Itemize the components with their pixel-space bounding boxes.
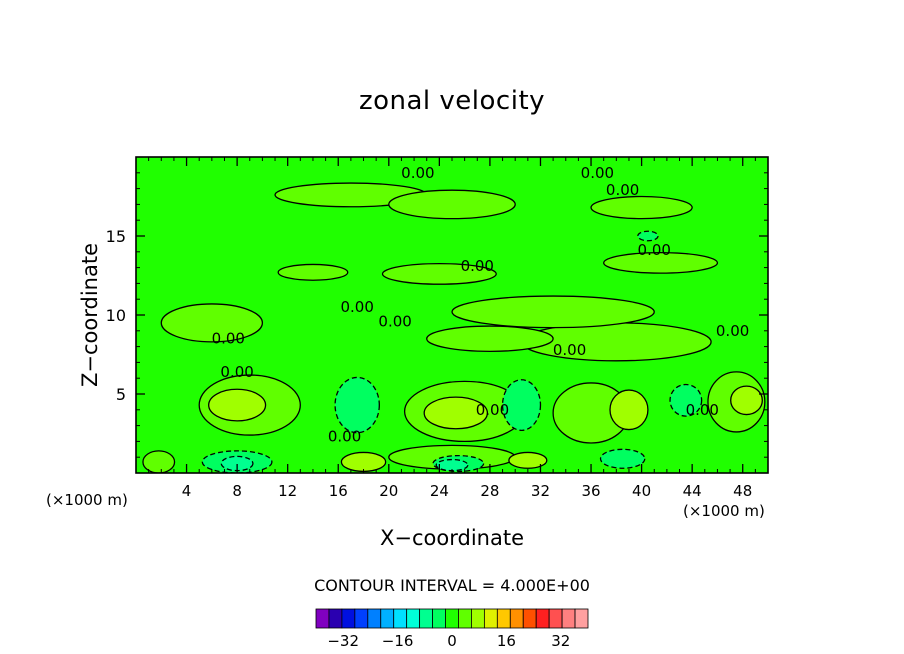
x-axis-unit-right: (×1000 m) (683, 502, 765, 520)
colorbar-swatch-20 (574, 608, 589, 629)
contour-region-27 (599, 448, 646, 469)
contour-region-20 (340, 451, 387, 473)
x-tick-label-40: 40 (632, 482, 651, 500)
contour-region-2 (590, 195, 693, 220)
contour-label-10: 0.00 (328, 428, 361, 446)
x-tick-label-28: 28 (480, 482, 499, 500)
contour-label-9: 0.00 (220, 363, 253, 381)
colorbar-tick-label-1: −16 (382, 632, 414, 650)
contour-region-1 (388, 189, 516, 220)
contour-label-12: 0.00 (686, 401, 719, 419)
contour-region-23 (501, 379, 542, 431)
colorbar-swatch-15 (509, 608, 524, 629)
x-tick-label-44: 44 (683, 482, 702, 500)
x-axis-unit-left: (×1000 m) (46, 491, 128, 509)
contour-label-13: 0.00 (212, 330, 245, 348)
x-tick-label-36: 36 (581, 482, 600, 500)
colorbar-swatch-17 (535, 608, 550, 629)
contour-region-21 (508, 451, 548, 469)
chart-title: zonal velocity (358, 86, 546, 116)
colorbar-tick-label-4: 32 (551, 632, 570, 650)
colorbar-swatch-4 (367, 608, 382, 629)
colorbar-swatch-11 (458, 608, 472, 629)
contour-region-30 (637, 230, 659, 242)
x-tick-label-48: 48 (733, 482, 752, 500)
colorbar-tick-label-3: 16 (497, 632, 516, 650)
colorbar-swatch-8 (419, 608, 433, 629)
x-axis-label: X−coordinate (380, 526, 524, 550)
x-tick-label-24: 24 (430, 482, 449, 500)
colorbar-swatch-0 (315, 608, 330, 629)
contour-region-9 (426, 325, 554, 352)
colorbar-swatch-16 (522, 608, 537, 629)
contour-label-4: 0.00 (581, 164, 614, 182)
colorbar-swatch-14 (496, 608, 511, 629)
x-tick-label-12: 12 (278, 482, 297, 500)
y-tick-label-10: 10 (106, 306, 126, 325)
contour-label-5: 0.00 (606, 181, 639, 199)
colorbar-swatch-3 (354, 608, 369, 629)
contour-region-17 (423, 396, 489, 430)
contour-region-18 (609, 389, 649, 431)
colorbar-swatch-13 (483, 608, 498, 629)
contour-region-24 (669, 383, 703, 417)
colorbar-swatch-7 (406, 608, 421, 629)
x-tick-label-32: 32 (531, 482, 550, 500)
colorbar-swatch-10 (445, 608, 459, 629)
contour-label-8: 0.00 (553, 341, 586, 359)
contour-label-3: 0.00 (461, 257, 494, 275)
x-tick-label-4: 4 (182, 482, 192, 500)
colorbar-tick-label-2: 0 (447, 632, 457, 650)
contour-label-11: 0.00 (476, 401, 509, 419)
contour-label-6: 0.00 (638, 241, 671, 259)
colorbar-swatch-5 (380, 608, 395, 629)
contour-region-22 (334, 376, 380, 434)
contour-region-8 (451, 295, 655, 329)
colorbar-swatch-6 (393, 608, 408, 629)
contour-label-0: 0.00 (340, 298, 373, 316)
y-tick-label-5: 5 (116, 385, 126, 404)
contour-region-19 (730, 385, 763, 416)
contour-region-4 (381, 263, 497, 285)
contour-interval-label: CONTOUR INTERVAL = 4.000E+00 (314, 576, 590, 595)
colorbar-swatch-19 (561, 608, 576, 629)
x-tick-label-16: 16 (329, 482, 348, 500)
contour-region-16 (208, 388, 267, 422)
contour-region-15 (142, 450, 176, 473)
contour-region-3 (277, 263, 349, 281)
contour-label-2: 0.00 (401, 164, 434, 182)
contour-label-1: 0.00 (378, 312, 411, 330)
contour-label-7: 0.00 (716, 322, 749, 340)
colorbar-swatch-9 (432, 608, 446, 629)
x-tick-label-8: 8 (232, 482, 242, 500)
x-tick-label-20: 20 (379, 482, 398, 500)
colorbar-swatch-2 (341, 608, 356, 629)
contour-region-29 (435, 458, 469, 472)
contour-region-5 (603, 251, 719, 274)
colorbar-swatch-12 (471, 608, 485, 629)
y-tick-label-15: 15 (106, 227, 126, 246)
colorbar-swatch-1 (328, 608, 343, 629)
colorbar-swatch-18 (548, 608, 563, 629)
contour-region-7 (160, 303, 264, 343)
colorbar-tick-label-0: −32 (327, 632, 359, 650)
